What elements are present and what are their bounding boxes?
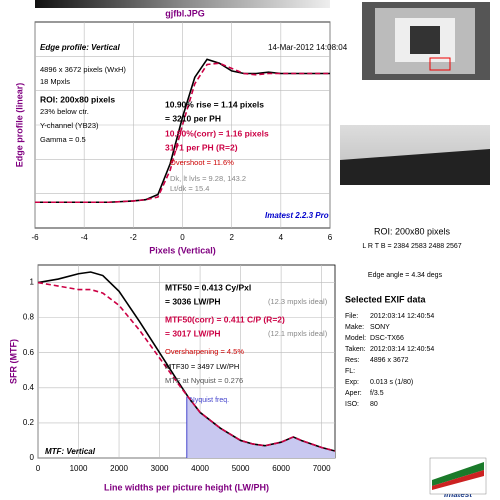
x-tick-label: 4 bbox=[279, 233, 284, 242]
x-tick-label: -2 bbox=[130, 233, 138, 242]
exif-key: Taken: bbox=[345, 346, 366, 353]
exif-key: FL: bbox=[345, 368, 355, 375]
exif-value: 80 bbox=[370, 401, 378, 408]
annotation: 23% below ctr. bbox=[40, 107, 89, 116]
exif-value: DSC-TX66 bbox=[370, 335, 404, 342]
edge-strip bbox=[35, 0, 330, 8]
series-line bbox=[37, 281, 336, 452]
exif-key: Model: bbox=[345, 335, 366, 342]
file-title: gjfbl.JPG bbox=[165, 8, 205, 18]
annotation: ROI: 200x80 pixels bbox=[40, 94, 115, 104]
annotation: 18 Mpxls bbox=[40, 77, 70, 86]
x-tick-label: 6000 bbox=[272, 464, 290, 473]
y-tick-label: 0.8 bbox=[23, 313, 35, 322]
annotation: 10.90% rise = 1.14 pixels bbox=[165, 99, 264, 109]
annotation: Imatest 2.2.3 Pro bbox=[265, 211, 329, 220]
y-tick-label: 1 bbox=[30, 278, 35, 287]
thumbnail bbox=[362, 2, 490, 80]
annotation: = 3036 LW/PH bbox=[165, 296, 221, 306]
exif-value: SONY bbox=[370, 324, 390, 331]
annotation: Overshoot = 11.6% bbox=[170, 158, 234, 167]
x-tick-label: -6 bbox=[31, 233, 39, 242]
x-tick-label: -4 bbox=[81, 233, 89, 242]
x-tick-label: 7000 bbox=[313, 464, 331, 473]
y-tick-label: 0.4 bbox=[23, 383, 35, 392]
x-axis-label: Line widths per picture height (LW/PH) bbox=[104, 482, 269, 492]
exif-value: 4896 x 3672 bbox=[370, 357, 409, 364]
roi-bounds: L R T B = 2384 2583 2488 2567 bbox=[362, 243, 461, 250]
exif-key: Exp: bbox=[345, 379, 359, 386]
x-tick-label: 3000 bbox=[151, 464, 169, 473]
edge-angle: Edge angle = 4.34 degs bbox=[368, 272, 443, 279]
annotation: MTF30 = 3497 LW/PH bbox=[165, 362, 239, 371]
y-tick-label: 0.2 bbox=[23, 418, 35, 427]
logo-text: Imatest bbox=[444, 490, 472, 499]
exif-key: File: bbox=[345, 313, 358, 320]
imatest-logo bbox=[429, 457, 487, 495]
roi-label: ROI: 200x80 pixels bbox=[374, 226, 451, 236]
x-tick-label: 5000 bbox=[232, 464, 250, 473]
exif-title: Selected EXIF data bbox=[345, 294, 427, 304]
annotation: MTF at Nyquist = 0.276 bbox=[165, 376, 243, 385]
annotation: 4896 x 3672 pixels (WxH) bbox=[40, 65, 126, 74]
exif-value: 2012:03:14 12:40:54 bbox=[370, 313, 434, 320]
exif-value: f/3.5 bbox=[370, 390, 384, 397]
annotation: Dk, lt lvls = 9.28, 143.2 bbox=[170, 174, 246, 183]
exif-key: Aper: bbox=[345, 390, 362, 397]
annotation: MTF50 = 0.413 Cy/Pxl bbox=[165, 282, 251, 292]
nyquist-label: Nyquist freq. bbox=[190, 397, 229, 404]
exif-key: ISO: bbox=[345, 401, 359, 408]
chart-title: MTF: Vertical bbox=[45, 447, 96, 456]
exif-key: Make: bbox=[345, 324, 364, 331]
x-tick-label: 0 bbox=[36, 464, 41, 473]
x-tick-label: 4000 bbox=[191, 464, 209, 473]
y-axis-label: SFR (MTF) bbox=[8, 339, 18, 384]
x-tick-label: 0 bbox=[180, 233, 185, 242]
x-tick-label: 2000 bbox=[110, 464, 128, 473]
annotation: Lt/dk = 15.4 bbox=[170, 184, 209, 193]
exif-key: Res: bbox=[345, 357, 359, 364]
annotation: = 3210 per PH bbox=[165, 113, 221, 123]
roi-image bbox=[340, 125, 490, 185]
annotation: Y-channel (YB23) bbox=[40, 121, 99, 130]
x-tick-label: 2 bbox=[229, 233, 234, 242]
y-tick-label: 0 bbox=[30, 453, 35, 462]
x-tick-label: 1000 bbox=[70, 464, 88, 473]
beyond-nyquist-fill bbox=[186, 396, 335, 458]
chart-title: Edge profile: Vertical bbox=[40, 43, 121, 52]
exif-value: 2012:03:14 12:40:54 bbox=[370, 346, 434, 353]
exif-value: 0.013 s (1/80) bbox=[370, 379, 413, 386]
annotation: (12.1 mpxls ideal) bbox=[268, 329, 328, 338]
annotation: 10.90%(corr) = 1.16 pixels bbox=[165, 128, 269, 138]
annotation: = 3017 LW/PH bbox=[165, 328, 221, 338]
x-tick-label: 6 bbox=[328, 233, 333, 242]
y-axis-label: Edge profile (linear) bbox=[14, 83, 24, 168]
series-line bbox=[35, 62, 330, 204]
annotation: Gamma = 0.5 bbox=[40, 135, 86, 144]
annotation: (12.3 mpxls ideal) bbox=[268, 297, 328, 306]
annotation: 3171 per PH (R=2) bbox=[165, 142, 238, 152]
chart-date: 14-Mar-2012 14:08:04 bbox=[268, 43, 348, 52]
y-tick-label: 0.6 bbox=[23, 348, 35, 357]
annotation: Oversharpening = 4.5% bbox=[165, 347, 244, 356]
annotation: MTF50(corr) = 0.411 C/P (R=2) bbox=[165, 314, 285, 324]
x-axis-label: Pixels (Vertical) bbox=[149, 245, 216, 255]
